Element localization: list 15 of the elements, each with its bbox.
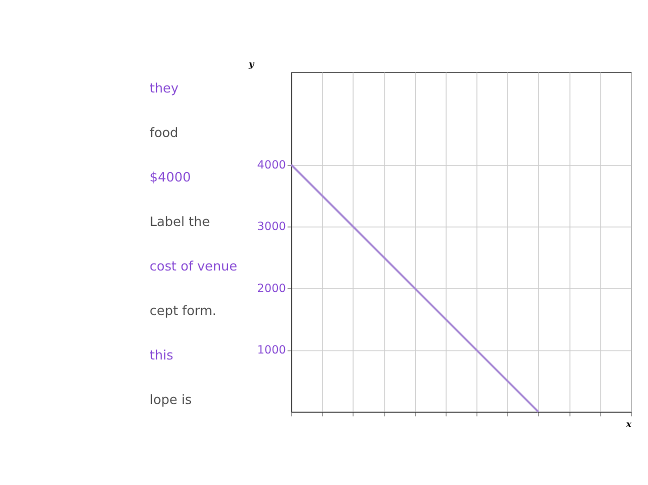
text: cost of venue [150,259,238,274]
text: they [150,81,179,96]
text: Label the [150,214,210,230]
text: cept form. [150,304,216,319]
text: this [150,348,174,364]
line-series [290,164,540,413]
text: lope is [150,392,192,408]
y-axis-title: y [248,60,255,70]
x-axis-title: x [625,420,632,430]
text: $4000 [150,170,191,186]
y-tick-label: 2000 [257,280,286,295]
y-tick-label: 1000 [257,342,286,357]
text: food [150,126,178,141]
y-tick-label: 3000 [257,219,286,234]
y-tick-label: 4000 [257,157,286,172]
